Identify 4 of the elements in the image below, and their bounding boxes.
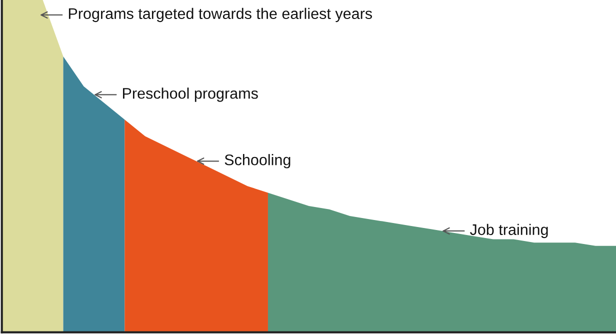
annotation: Schooling <box>224 154 290 168</box>
annotation: Programs targeted towards the earliest years <box>68 8 372 22</box>
annotation: Preschool programs <box>123 88 258 102</box>
annotation: Job training <box>470 224 548 238</box>
